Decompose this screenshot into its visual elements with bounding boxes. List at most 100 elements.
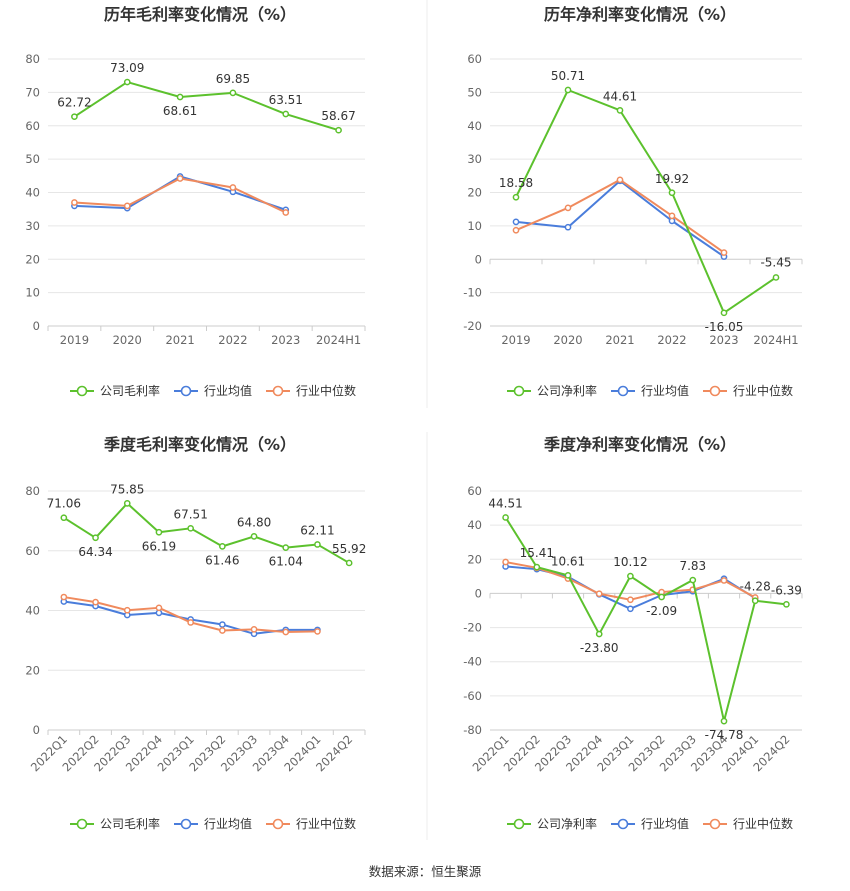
y-tick-label: 60 xyxy=(467,52,482,66)
data-label: 66.19 xyxy=(142,539,176,553)
x-tick-label: 2024H1 xyxy=(316,333,361,347)
y-tick-label: 40 xyxy=(25,604,40,618)
data-point xyxy=(564,204,572,212)
x-tick-label: 2022 xyxy=(218,333,247,347)
data-point xyxy=(595,630,603,638)
legend-swatch-marker xyxy=(617,385,629,397)
y-tick-label: 80 xyxy=(25,484,40,498)
y-tick-label: 50 xyxy=(467,85,482,99)
legend-item[interactable]: 公司毛利率 xyxy=(70,816,160,831)
data-label: -74.78 xyxy=(705,728,744,742)
y-tick-label: -10 xyxy=(463,286,482,300)
series-line xyxy=(73,81,339,132)
data-point xyxy=(229,89,237,97)
data-point xyxy=(314,541,321,548)
y-tick-label: 20 xyxy=(467,552,482,566)
legend-label: 公司毛利率 xyxy=(100,383,160,398)
data-label: 68.61 xyxy=(163,104,197,118)
y-tick-label: 40 xyxy=(25,186,40,200)
legend-item[interactable]: 行业均值 xyxy=(174,816,252,831)
series-line xyxy=(515,89,777,314)
data-point xyxy=(512,193,520,201)
data-point xyxy=(219,621,226,628)
x-tick-label: 2021 xyxy=(605,333,634,347)
data-point xyxy=(720,717,728,725)
data-point xyxy=(720,249,728,256)
data-label: 69.85 xyxy=(216,72,250,86)
y-tick-label: -20 xyxy=(463,319,482,333)
chart-title: 历年毛利率变化情况（%） xyxy=(104,5,296,24)
legend-swatch-marker xyxy=(709,385,721,397)
data-point xyxy=(720,309,728,317)
chart-title: 历年净利率变化情况（%） xyxy=(544,5,736,24)
data-point xyxy=(92,598,99,606)
data-point xyxy=(627,596,634,604)
data-point xyxy=(658,593,665,601)
data-point xyxy=(155,604,163,612)
legend-swatch-marker xyxy=(272,385,284,397)
data-point xyxy=(282,628,290,636)
legend-swatch-marker xyxy=(76,385,88,397)
y-tick-label: 60 xyxy=(25,119,40,133)
y-tick-label: -40 xyxy=(463,655,482,669)
y-tick-label: 80 xyxy=(25,52,40,66)
y-tick-label: 50 xyxy=(25,152,40,166)
y-tick-label: 40 xyxy=(467,518,482,532)
data-point xyxy=(250,625,258,633)
data-source-note: 数据来源：恒生聚源 xyxy=(369,864,482,879)
data-point xyxy=(783,600,790,608)
x-tick-label: 2021 xyxy=(165,333,194,347)
y-tick-label: 10 xyxy=(467,219,482,233)
legend-item[interactable]: 行业均值 xyxy=(174,383,252,398)
data-point xyxy=(60,593,68,601)
legend-label: 行业中位数 xyxy=(296,383,356,398)
data-label: 62.72 xyxy=(57,96,91,110)
legend-label: 公司净利率 xyxy=(537,383,597,398)
legend-label: 公司毛利率 xyxy=(100,816,160,831)
data-label: 58.67 xyxy=(321,109,355,123)
legend-item[interactable]: 公司净利率 xyxy=(507,383,597,398)
data-point xyxy=(627,572,634,580)
legend-swatch-marker xyxy=(617,818,629,830)
chart-annual-gross-margin: 历年毛利率变化情况（%） 0 10 20 30 40 50 60 70 80 2019 2020 202… xyxy=(25,5,366,398)
data-point xyxy=(219,627,226,634)
data-label: -4.28 xyxy=(740,580,771,594)
legend-label: 行业均值 xyxy=(204,816,252,831)
data-label: 19.92 xyxy=(655,172,689,186)
data-point xyxy=(155,528,163,536)
y-tick-label: -60 xyxy=(463,689,482,703)
series-line xyxy=(63,502,350,564)
data-point xyxy=(219,543,226,550)
data-point xyxy=(668,212,676,220)
chart-title: 季度毛利率变化情况（%） xyxy=(103,435,296,454)
data-point xyxy=(60,514,68,522)
legend-item[interactable]: 公司毛利率 xyxy=(70,383,160,398)
y-tick-label: 30 xyxy=(467,152,482,166)
legend-item[interactable]: 行业均值 xyxy=(611,383,689,398)
data-point xyxy=(512,226,520,234)
legend-label: 行业中位数 xyxy=(733,816,793,831)
data-point xyxy=(123,78,131,86)
data-point xyxy=(689,576,697,584)
data-point xyxy=(512,218,520,226)
data-label: 64.80 xyxy=(237,515,271,529)
y-tick-label: 30 xyxy=(25,219,40,233)
legend-item[interactable]: 行业中位数 xyxy=(703,816,793,831)
data-point xyxy=(250,533,258,540)
y-tick-label: 0 xyxy=(33,319,40,333)
data-label: -5.45 xyxy=(760,255,791,269)
y-tick-label: 10 xyxy=(25,286,40,300)
data-point xyxy=(616,176,624,184)
data-point xyxy=(616,107,624,114)
legend-label: 行业均值 xyxy=(641,383,689,398)
legend-item[interactable]: 行业中位数 xyxy=(703,383,793,398)
legend-item[interactable]: 公司净利率 xyxy=(507,816,597,831)
data-point xyxy=(229,184,237,191)
data-label: 67.51 xyxy=(173,507,207,521)
legend-item[interactable]: 行业中位数 xyxy=(266,383,356,398)
chart-title: 季度净利率变化情况（%） xyxy=(543,435,736,454)
legend-item[interactable]: 行业均值 xyxy=(611,816,689,831)
data-label: 55.92 xyxy=(332,542,366,556)
legend-item[interactable]: 行业中位数 xyxy=(266,816,356,831)
legend-swatch-marker xyxy=(180,385,192,397)
